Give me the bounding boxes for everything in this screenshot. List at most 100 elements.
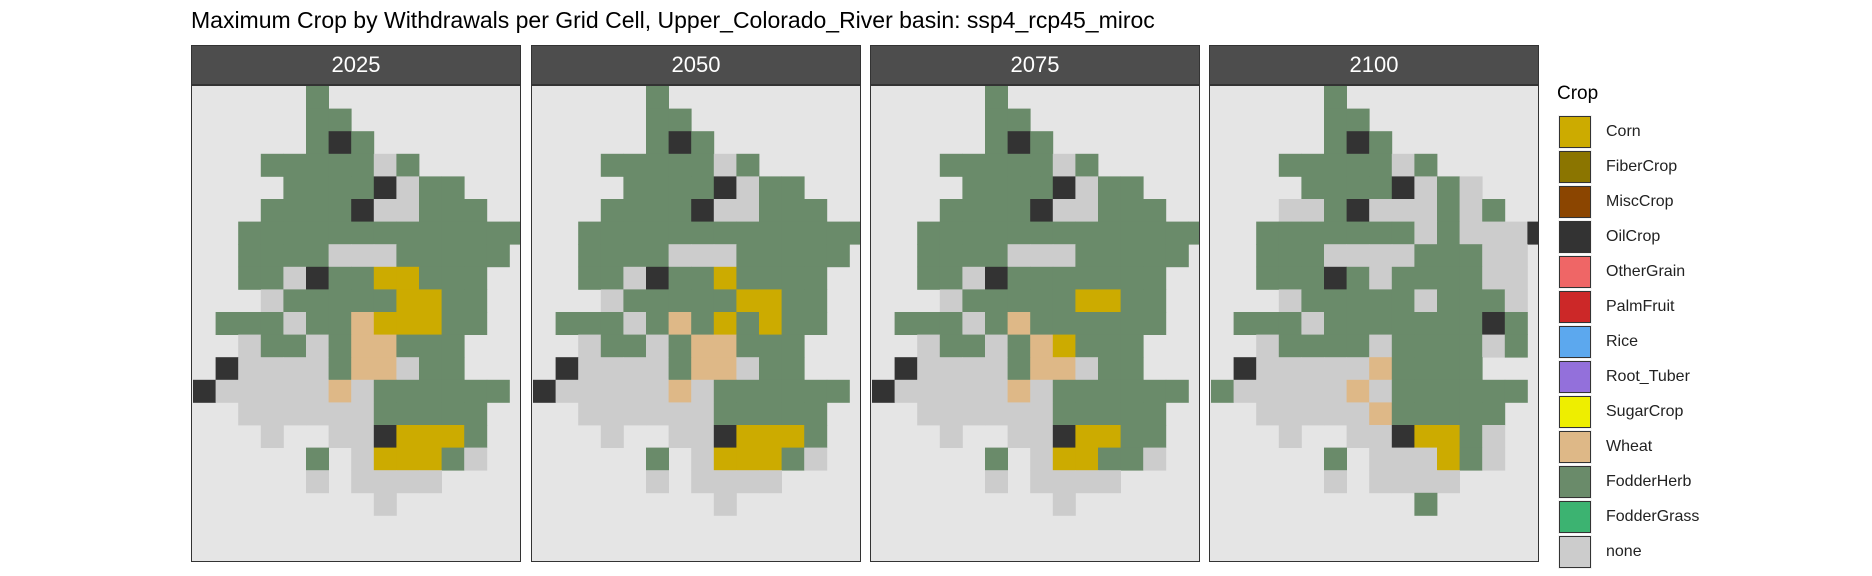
- grid-cell-fodderherb: [1030, 312, 1054, 335]
- legend-label: OtherGrain: [1606, 263, 1686, 280]
- grid-cell-fodderherb: [441, 402, 465, 426]
- grid-cell-fodderherb: [441, 289, 465, 313]
- grid-cell-fodderherb: [441, 176, 465, 200]
- grid-cell-fodderherb: [736, 379, 760, 403]
- grid-cell-fodderherb: [736, 334, 760, 358]
- grid-cell-fodderherb: [283, 334, 307, 358]
- facet-panel-2075: 2075: [870, 45, 1200, 562]
- grid-cell-fodderherb: [781, 221, 805, 245]
- grid-cell-corn: [736, 425, 760, 448]
- grid-cell-fodderherb: [1007, 108, 1031, 132]
- grid-cell-fodderherb: [464, 312, 488, 335]
- grid-cell-none: [1030, 379, 1054, 403]
- grid-cell-fodderherb: [1346, 153, 1370, 177]
- grid-cell-fodderherb: [1437, 266, 1460, 290]
- grid-cell-fodderherb: [691, 176, 715, 200]
- grid-cell-fodderherb: [736, 221, 760, 245]
- grid-cell-fodderherb: [1120, 447, 1144, 471]
- grid-cell-fodderherb: [351, 153, 375, 177]
- grid-cell-fodderherb: [1075, 402, 1099, 426]
- grid-cell-fodderherb: [1414, 153, 1438, 177]
- grid-cell-none: [306, 470, 329, 494]
- legend-label: FodderGrass: [1606, 508, 1700, 525]
- grid-cell-fodderherb: [646, 176, 669, 200]
- grid-cell-wheat: [691, 357, 715, 381]
- grid-cell-fodderherb: [396, 221, 420, 245]
- grid-cell-fodderherb: [1346, 108, 1370, 132]
- grid-cell-fodderherb: [283, 153, 307, 177]
- grid-cell-fodderherb: [1165, 244, 1189, 268]
- grid-cell-fodderherb: [1459, 425, 1483, 448]
- grid-cell-fodderherb: [962, 221, 986, 245]
- grid-cell-fodderherb: [1324, 199, 1347, 222]
- grid-cell-none: [1030, 425, 1054, 448]
- grid-cell-none: [691, 470, 715, 494]
- grid-cell-fodderherb: [464, 379, 488, 403]
- grid-cell-fodderherb: [1256, 312, 1280, 335]
- grid-cell-fodderherb: [781, 244, 805, 268]
- grid-cell-fodderherb: [1504, 379, 1528, 403]
- grid-cell-fodderherb: [1324, 312, 1347, 335]
- grid-cell-wheat: [668, 312, 692, 335]
- grid-cell-none: [373, 153, 397, 177]
- legend-label: FiberCrop: [1606, 158, 1678, 175]
- grid-cell-fodderherb: [1007, 357, 1031, 381]
- grid-cell-fodderherb: [781, 199, 805, 222]
- grid-cell-none: [396, 199, 420, 222]
- grid-cell-fodderherb: [396, 153, 420, 177]
- grid-cell-fodderherb: [396, 402, 420, 426]
- legend-key: [1558, 150, 1592, 184]
- grid-cell-fodderherb: [985, 199, 1008, 222]
- grid-cell-wheat: [668, 379, 692, 403]
- grid-cell-none: [600, 379, 624, 403]
- grid-cell-corn: [781, 425, 805, 448]
- grid-cell-none: [1414, 221, 1438, 245]
- grid-cell-fodderherb: [1052, 221, 1076, 245]
- grid-cell-none: [1301, 312, 1325, 335]
- grid-cell-fodderherb: [1414, 312, 1438, 335]
- grid-cell-none: [1233, 379, 1257, 403]
- grid-cell-none: [1369, 266, 1393, 290]
- grid-cell-oilcrop: [1233, 357, 1257, 381]
- grid-cell-fodderherb: [1030, 221, 1054, 245]
- grid-cell-fodderherb: [939, 244, 963, 268]
- grid-cell-none: [1301, 199, 1325, 222]
- grid-cell-fodderherb: [781, 266, 805, 290]
- grid-cell-fodderherb: [1459, 266, 1483, 290]
- grid-cell-fodderherb: [781, 357, 805, 381]
- grid-cell-none: [306, 357, 329, 381]
- grid-cell-fodderherb: [939, 221, 963, 245]
- grid-cell-none: [1369, 470, 1393, 494]
- grid-cell-corn: [759, 289, 782, 313]
- grid-cell-none: [600, 289, 624, 313]
- legend-swatch: [1559, 256, 1591, 288]
- facet-panel-2025: 2025: [191, 45, 521, 562]
- grid-cell-fodderherb: [985, 131, 1008, 155]
- grid-cell-none: [939, 379, 963, 403]
- grid-cell-fodderherb: [1414, 379, 1438, 403]
- grid-cell-none: [1278, 425, 1302, 448]
- grid-cell-none: [1075, 357, 1099, 381]
- grid-cell-fodderherb: [668, 289, 692, 313]
- grid-cell-none: [939, 402, 963, 426]
- grid-cell-fodderherb: [1075, 244, 1099, 268]
- grid-cell-none: [238, 334, 262, 358]
- grid-cell-none: [283, 266, 307, 290]
- grid-cell-fodderherb: [1301, 221, 1325, 245]
- grid-cell-oilcrop: [306, 266, 329, 290]
- grid-cell-fodderherb: [1324, 447, 1347, 471]
- grid-cell-fodderherb: [646, 447, 669, 471]
- grid-cell-fodderherb: [668, 357, 692, 381]
- grid-cell-none: [736, 199, 760, 222]
- grid-cell-fodderherb: [1459, 402, 1483, 426]
- legend-key: [1558, 465, 1592, 499]
- grid-cell-fodderherb: [464, 425, 488, 448]
- grid-cell-fodderherb: [736, 266, 760, 290]
- legend-label: MiscCrop: [1606, 193, 1674, 210]
- grid-cell-wheat: [713, 357, 737, 381]
- grid-cell-fodderherb: [351, 131, 375, 155]
- grid-cell-none: [1052, 492, 1076, 516]
- grid-cell-fodderherb: [306, 221, 329, 245]
- grid-cell-fodderherb: [804, 266, 828, 290]
- grid-cell-fodderherb: [668, 221, 692, 245]
